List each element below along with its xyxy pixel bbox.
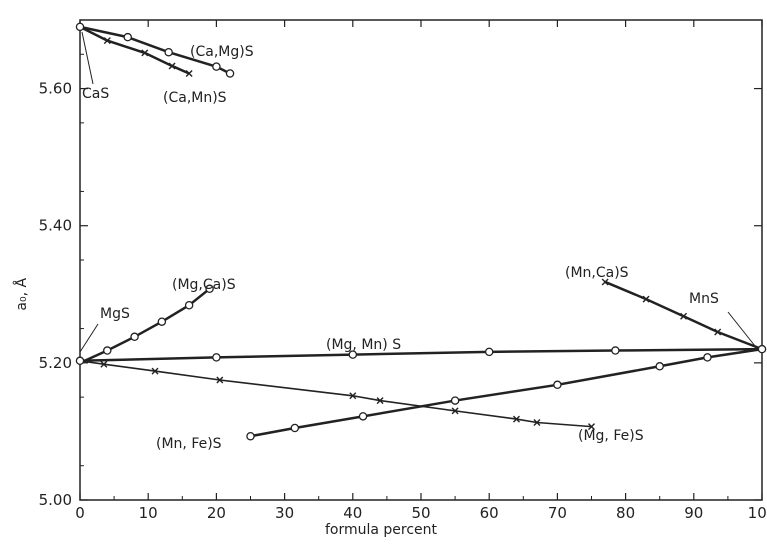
series-point-3-1 <box>212 353 221 362</box>
series-point-6-1 <box>290 423 300 433</box>
series-point-4-2 <box>680 312 688 320</box>
cross-b <box>103 37 111 45</box>
series-point-2-3 <box>157 317 167 326</box>
x-tick-label-3: 30 <box>275 504 294 522</box>
end-label-cas: CaS <box>82 86 109 102</box>
series-label-mg-mn: (Mg, Mn) S <box>326 337 401 353</box>
series-point-0-1 <box>123 32 132 42</box>
y-tick-label-2: 5.40 <box>39 217 72 235</box>
cross-b <box>714 328 722 336</box>
cross-b <box>168 62 176 70</box>
series-point-5-6 <box>451 407 459 415</box>
series-point-5-2 <box>151 367 159 375</box>
series-label-mn-fe: (Mn, Fe)S <box>156 436 222 452</box>
series-point-2-1 <box>103 346 112 355</box>
endpoint-mgs <box>75 356 85 366</box>
series-point-5-1 <box>100 360 108 368</box>
series-point-3-4 <box>611 346 620 355</box>
x-tick-label-10: 100 <box>748 504 767 522</box>
series-point-5-5 <box>376 397 384 405</box>
endpoint-cas <box>75 22 85 32</box>
x-tick-label-6: 60 <box>480 504 499 522</box>
series-point-4-0 <box>601 278 609 286</box>
series-layer <box>75 22 767 441</box>
series-label-mn-ca: (Mn,Ca)S <box>565 265 629 281</box>
series-point-4-1 <box>642 295 650 303</box>
series-point-5-7 <box>512 415 520 423</box>
cross-b <box>141 49 149 57</box>
series-point-5-8 <box>533 419 541 427</box>
x-axis-label: formula percent <box>325 522 438 538</box>
series-point-3-3 <box>484 347 494 357</box>
cross-b <box>349 392 357 400</box>
series-point-3-2 <box>348 350 358 359</box>
series-point-1-1 <box>103 37 111 45</box>
series-line-6 <box>250 347 763 438</box>
series-label-ca-mg: (Ca,Mg)S <box>190 44 254 60</box>
cross-b <box>185 69 193 77</box>
cross-b <box>588 423 595 431</box>
series-label-mg-ca: (Mg,Ca)S <box>172 277 236 293</box>
pointer-mns <box>727 311 760 352</box>
series-point-5-9 <box>588 423 595 431</box>
cross-b <box>376 397 384 405</box>
cross-b <box>601 278 609 286</box>
series-line-3 <box>79 347 763 363</box>
series-point-6-0 <box>246 431 255 441</box>
x-tick-label-8: 80 <box>616 504 635 522</box>
series-point-2-4 <box>184 301 194 310</box>
series-line-5 <box>79 360 592 428</box>
endpoint-mns <box>757 344 767 354</box>
y-tick-label-3: 5.60 <box>39 80 72 98</box>
series-label-ca-mn: (Ca,Mn)S <box>163 90 227 106</box>
cross-b <box>512 415 520 423</box>
series-point-6-6 <box>703 353 712 362</box>
y-tick-label-1: 5.20 <box>39 354 72 372</box>
cross-b <box>100 360 108 368</box>
series-point-1-2 <box>141 49 149 57</box>
series-point-6-2 <box>358 412 368 421</box>
x-tick-label-9: 90 <box>684 504 703 522</box>
series-point-2-5 <box>205 284 214 294</box>
x-tick-label-2: 20 <box>207 504 226 522</box>
series-point-1-4 <box>185 69 193 77</box>
series-point-5-4 <box>349 392 357 400</box>
series-point-0-3 <box>212 62 221 71</box>
cross-b <box>451 407 459 415</box>
series-point-2-2 <box>130 332 139 342</box>
x-tick-label-0: 0 <box>75 504 85 522</box>
series-point-5-3 <box>216 376 224 384</box>
series-point-6-5 <box>655 362 664 371</box>
series-point-1-3 <box>168 62 176 70</box>
series-line-2 <box>79 287 211 364</box>
series-point-6-3 <box>450 396 460 405</box>
pointer-cas <box>81 31 94 85</box>
x-tick-label-7: 70 <box>548 504 567 522</box>
pointer-mgs <box>79 323 99 353</box>
y-axis-label: a₀, Å <box>13 278 30 311</box>
cross-b <box>151 367 159 375</box>
end-label-mns: MnS <box>689 291 719 307</box>
series-point-6-4 <box>553 380 562 390</box>
cross-b <box>533 419 541 427</box>
x-tick-label-5: 50 <box>411 504 430 522</box>
x-tick-label-1: 10 <box>139 504 158 522</box>
end-label-mgs: MgS <box>100 306 130 322</box>
cross-b <box>642 295 650 303</box>
axes: 0 10 20 30 40 50 60 70 80 90 100 5.00 5.20 5.40 5.60 fo… <box>13 19 767 538</box>
series-point-4-3 <box>714 328 722 336</box>
x-tick-label-4: 40 <box>343 504 362 522</box>
series-label-mg-fe: (Mg, Fe)S <box>578 428 644 444</box>
series-point-0-2 <box>164 47 173 57</box>
y-tick-label-0: 5.00 <box>39 491 72 509</box>
series-point-0-4 <box>225 69 235 78</box>
cross-b <box>680 312 688 320</box>
cross-b <box>216 376 224 384</box>
